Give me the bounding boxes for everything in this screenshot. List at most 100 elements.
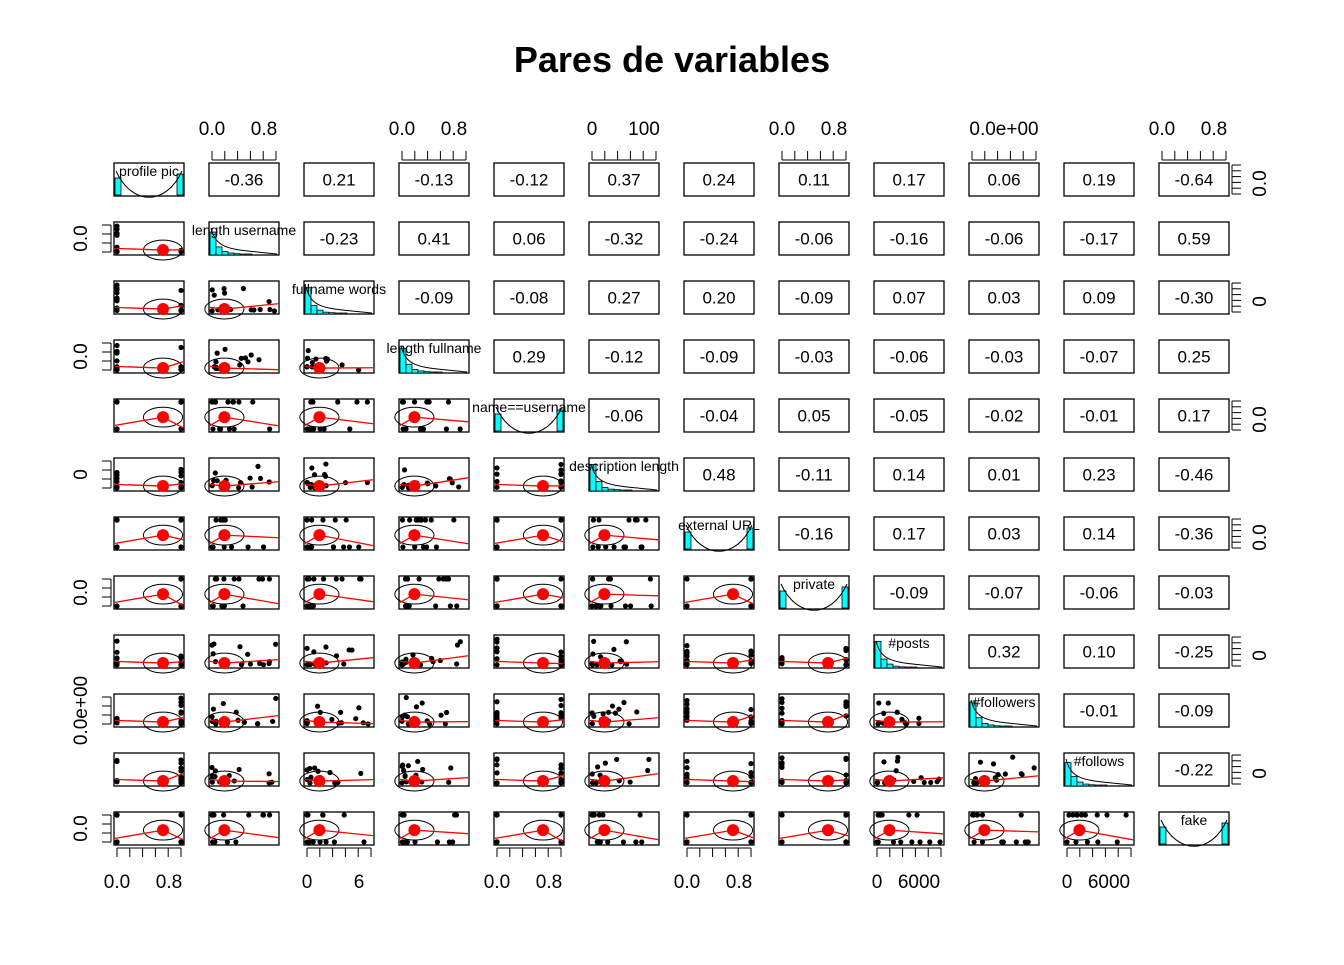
scatter-point — [114, 544, 120, 550]
scatter-point — [343, 517, 349, 523]
panel-frame — [1063, 457, 1135, 492]
panel-frame — [398, 280, 470, 315]
scatter-point — [494, 714, 500, 721]
panel-frame — [208, 162, 280, 197]
correlation-ellipse — [299, 583, 340, 605]
scatter-point — [1094, 812, 1100, 818]
scatter-point — [209, 779, 215, 785]
scatter-point — [221, 286, 227, 292]
scatter-point — [213, 517, 219, 523]
scatter-point — [598, 603, 604, 609]
scatter-point — [400, 839, 406, 845]
panel-1-7: -0.06 — [778, 221, 850, 256]
scatter-point — [399, 517, 406, 523]
panel-9-11: -0.09 — [1158, 693, 1230, 728]
correlation-ellipse — [394, 583, 435, 605]
scatter-point — [332, 517, 338, 523]
panel-2-9: 0.03 — [968, 280, 1040, 315]
scatter-point — [310, 839, 316, 845]
scatter-point — [114, 469, 120, 476]
scatter-point — [438, 712, 444, 718]
scatter-point — [843, 755, 849, 761]
histogram-bar — [904, 666, 912, 669]
scatter-point — [210, 544, 216, 550]
panel-7-4 — [493, 575, 565, 610]
scatter-point — [114, 812, 120, 818]
correlation-ellipse — [522, 819, 564, 841]
panel-7-6 — [683, 575, 755, 610]
correlation-ellipse — [394, 819, 435, 841]
correlation-value: 0.59 — [1177, 230, 1210, 249]
panel-frame — [683, 398, 755, 433]
panel-10-7 — [778, 752, 850, 792]
panel-5-9: 0.01 — [968, 457, 1040, 492]
panel-frame — [588, 339, 660, 374]
scatter-point — [494, 544, 500, 550]
scatter-point — [226, 426, 233, 432]
mean-point — [408, 480, 421, 493]
right-axis-label: 0 — [1250, 768, 1271, 779]
panel-10-10: #follows — [1063, 752, 1135, 787]
panel-frame — [683, 339, 755, 374]
diagonal-variable-label: #follows — [1074, 753, 1125, 769]
panel-2-11: -0.30 — [1158, 280, 1230, 315]
mean-point — [822, 716, 834, 729]
panel-4-1 — [204, 398, 280, 433]
scatter-point — [400, 544, 406, 550]
scatter-point — [320, 517, 326, 523]
panel-3-2 — [299, 339, 375, 379]
mean-point — [537, 657, 549, 670]
mean-point — [408, 775, 421, 788]
scatter-point — [214, 576, 220, 582]
panel-6-11: -0.36 — [1158, 516, 1230, 551]
scatter-point — [341, 812, 347, 818]
scatter-point — [494, 603, 500, 609]
scatter-point — [1013, 839, 1019, 845]
panel-frame — [873, 398, 945, 433]
correlation-value: -0.03 — [985, 348, 1024, 367]
panel-10-11: -0.22 — [1158, 752, 1230, 787]
correlation-ellipse — [712, 711, 754, 733]
scatter-point — [349, 647, 355, 653]
scatter-point — [212, 399, 218, 405]
scatter-point — [494, 471, 500, 477]
panel-2-10: 0.09 — [1063, 280, 1135, 315]
correlation-value: -0.46 — [1175, 466, 1214, 485]
panel-11-6 — [683, 811, 755, 846]
panel-frame — [873, 221, 945, 256]
scatter-point — [114, 777, 120, 784]
scatter-point — [209, 764, 215, 771]
panel-10-3 — [394, 752, 470, 792]
left-axis-label: 0 — [71, 469, 92, 480]
scatter-point — [875, 839, 881, 845]
scatter-point — [433, 483, 439, 489]
panel-11-10 — [1059, 811, 1135, 846]
scatter-point — [626, 517, 632, 523]
right-axis-label: 0 — [1250, 296, 1271, 307]
mean-point — [978, 824, 991, 837]
panel-3-7: -0.03 — [778, 339, 850, 374]
correlation-ellipse — [142, 357, 184, 379]
panel-frame — [778, 575, 850, 610]
scatter-point — [494, 812, 500, 818]
correlation-ellipse — [394, 524, 435, 546]
scatter-point — [593, 603, 599, 609]
scatter-point — [114, 342, 120, 349]
scatter-point — [405, 763, 411, 769]
panel-frame — [493, 162, 565, 197]
scatter-point — [603, 544, 609, 550]
panel-1-0 — [113, 221, 185, 261]
correlation-ellipse — [522, 583, 564, 605]
scatter-point — [442, 721, 448, 727]
mean-point — [157, 529, 169, 542]
scatter-point — [590, 576, 596, 582]
histogram-bar — [227, 252, 235, 256]
panel-6-5 — [584, 516, 660, 551]
density-curve — [495, 406, 563, 434]
panel-frame — [113, 398, 185, 433]
panel-frame — [1063, 162, 1135, 197]
scatter-point — [399, 399, 406, 405]
mean-point — [157, 303, 169, 316]
panel-7-8: -0.09 — [873, 575, 945, 610]
scatter-point — [250, 399, 256, 405]
